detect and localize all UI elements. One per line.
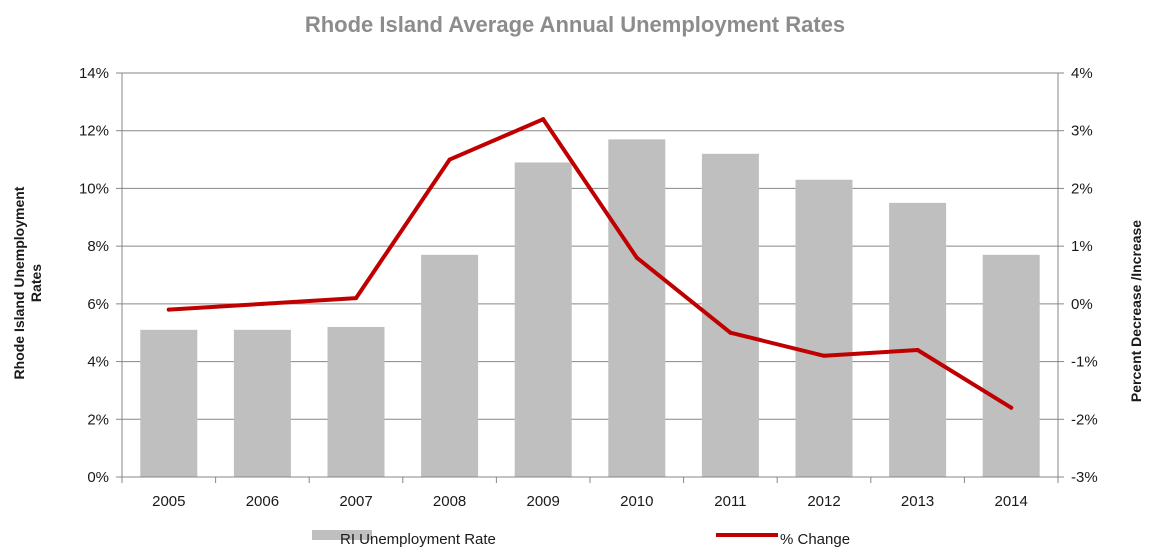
left-tick-label: 12% <box>79 123 109 140</box>
right-tick-label: 3% <box>1071 123 1093 140</box>
left-tick-label: 8% <box>87 238 109 255</box>
right-tick-label: 4% <box>1071 65 1093 82</box>
right-axis-title: Percent Decrease /Increase <box>1128 220 1144 402</box>
x-tick-label: 2014 <box>995 493 1028 510</box>
right-tick-label: -2% <box>1071 411 1098 428</box>
bar-2008 <box>421 254 479 477</box>
bar-2010 <box>608 139 666 477</box>
left-tick-label: 0% <box>87 469 109 486</box>
bar-2009 <box>514 162 572 477</box>
axes: 0% 2% 4% 6% 8% 10% 12% 14% -3% -2% -1% 0% 1% 2% 3% 4% 20… <box>79 65 1098 510</box>
bar-2005 <box>140 329 198 477</box>
line-point-2005 <box>166 307 171 312</box>
left-tick-label: 2% <box>87 411 109 428</box>
x-tick-label: 2013 <box>901 493 934 510</box>
line-point-2013 <box>915 348 920 353</box>
line-point-2010 <box>634 255 639 260</box>
left-tick-label: 6% <box>87 296 109 313</box>
line-point-2009 <box>541 117 546 122</box>
left-axis-title: Rhode Island Unemployment Rates <box>11 186 44 379</box>
chart-title: Rhode Island Average Annual Unemployment… <box>305 12 845 37</box>
x-tick-label: 2006 <box>246 493 279 510</box>
left-axis-title-line: Rhode Island Unemployment <box>11 186 27 379</box>
x-tick-label: 2011 <box>714 493 746 510</box>
right-tick-label: -1% <box>1071 354 1098 371</box>
bar-series <box>140 139 1040 478</box>
line-point-2014 <box>1009 405 1014 410</box>
line-series <box>166 117 1014 410</box>
legend-bar-label: RI Unemployment Rate <box>340 531 496 548</box>
line-point-2008 <box>447 157 452 162</box>
line-point-2007 <box>354 296 358 301</box>
x-tick-label: 2010 <box>620 493 653 510</box>
percent-change-line <box>166 117 1014 410</box>
bar-2006 <box>233 329 291 477</box>
right-tick-label: 0% <box>1071 296 1093 313</box>
bar-2014 <box>982 254 1040 477</box>
left-tick-label: 4% <box>87 354 109 371</box>
legend-line-label: % Change <box>780 531 850 548</box>
line-point-2011 <box>728 330 733 335</box>
right-tick-label: 2% <box>1071 180 1093 197</box>
x-tick-label: 2005 <box>152 493 185 510</box>
left-tick-label: 10% <box>79 180 109 197</box>
left-axis-title-line: Rates <box>28 264 44 302</box>
x-tick-label: 2012 <box>807 493 840 510</box>
bar-2007 <box>327 326 385 477</box>
bar-2012 <box>795 179 853 477</box>
x-tick-label: 2009 <box>527 493 560 510</box>
right-tick-label: -3% <box>1071 469 1098 486</box>
legend-bar-swatch <box>312 530 372 540</box>
right-tick-label: 1% <box>1071 238 1093 255</box>
x-tick-label: 2008 <box>433 493 466 510</box>
legend: RI Unemployment Rate % Change <box>312 530 850 548</box>
line-point-2006 <box>260 301 265 306</box>
left-tick-label: 14% <box>79 65 109 82</box>
bar-2013 <box>889 202 947 477</box>
x-tick-label: 2007 <box>339 493 372 510</box>
line-point-2012 <box>822 353 826 358</box>
